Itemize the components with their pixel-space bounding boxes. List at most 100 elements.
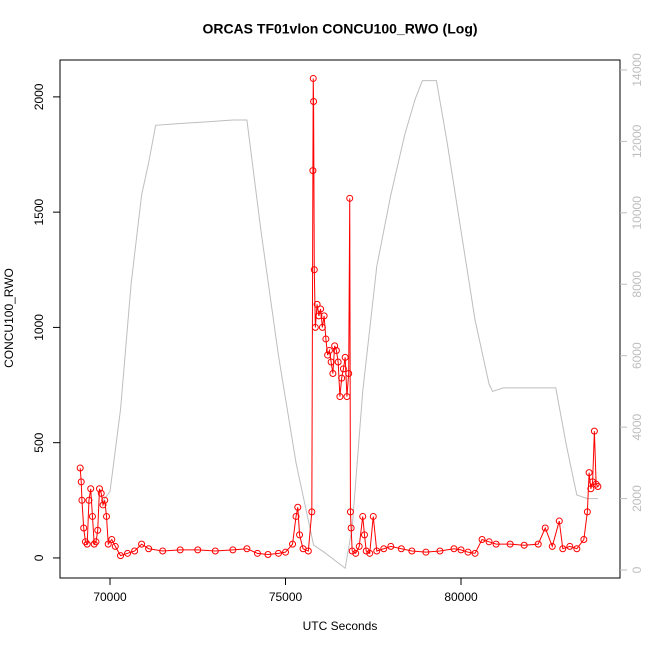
data-point: [95, 485, 103, 493]
data-point: [585, 469, 593, 477]
data-point: [573, 545, 581, 553]
data-point: [315, 312, 323, 320]
data-point: [99, 501, 107, 509]
chart-title: ORCAS TF01vlon CONCU100_RWO (Log): [202, 21, 477, 37]
data-point: [329, 370, 337, 378]
data-point: [327, 358, 335, 366]
data-point: [103, 512, 111, 520]
plot-frame: [59, 59, 621, 579]
data-point: [583, 508, 591, 516]
data-point: [253, 549, 261, 557]
data-point: [589, 478, 597, 486]
data-point: [211, 547, 219, 555]
data-point: [117, 552, 125, 560]
data-point: [346, 508, 354, 516]
data-point: [352, 549, 360, 557]
y2-tick-label: 2000: [630, 485, 644, 512]
data-point: [366, 549, 374, 557]
data-point: [108, 536, 116, 544]
data-point: [541, 524, 549, 532]
data-point: [176, 546, 184, 554]
data-point: [318, 323, 326, 331]
data-point: [369, 512, 377, 520]
data-point: [304, 547, 312, 555]
data-point: [229, 546, 237, 554]
y2-tick-label: 6000: [630, 342, 644, 369]
data-point: [313, 300, 321, 308]
data-point: [334, 358, 342, 366]
data-point: [594, 482, 602, 490]
data-point: [422, 548, 430, 556]
data-point: [348, 547, 356, 555]
y-tick-label: 500: [32, 432, 46, 452]
data-point: [332, 346, 340, 354]
data-point: [325, 346, 333, 354]
data-point: [347, 524, 355, 532]
data-point: [492, 540, 500, 548]
x-axis-label: UTC Seconds: [303, 619, 378, 633]
data-point: [485, 538, 493, 546]
data-point: [310, 97, 318, 105]
data-point: [345, 370, 353, 378]
data-point: [559, 545, 567, 553]
y2-tick-label: 4000: [630, 413, 644, 440]
data-point: [331, 342, 339, 350]
data-point: [471, 549, 479, 557]
data-point: [78, 496, 86, 504]
data-point: [397, 545, 405, 553]
data-point: [145, 545, 153, 553]
y-tick-label: 1500: [32, 198, 46, 225]
data-point: [309, 74, 317, 82]
data-point: [380, 545, 388, 553]
y2-tick-label: 10000: [630, 196, 644, 230]
y2-tick-label: 12000: [630, 124, 644, 158]
y2-tick-label: 8000: [630, 271, 644, 298]
y2-tick-label: 14000: [630, 53, 644, 87]
data-point: [520, 541, 528, 549]
data-point: [478, 536, 486, 544]
y-axis-label: CONCU100_RWO: [2, 268, 16, 368]
data-point: [88, 512, 96, 520]
data-point: [83, 540, 91, 548]
data-point: [408, 547, 416, 555]
data-point: [131, 547, 139, 555]
data-point: [308, 508, 316, 516]
data-point: [111, 542, 119, 550]
data-point: [274, 549, 282, 557]
data-point: [457, 546, 465, 554]
data-point: [359, 512, 367, 520]
data-point: [506, 540, 514, 548]
data-point: [264, 550, 272, 558]
data-point: [450, 545, 458, 553]
data-point: [436, 547, 444, 555]
data-point: [92, 538, 100, 546]
data-point: [373, 547, 381, 555]
data-point: [360, 531, 368, 539]
data-point: [464, 548, 472, 556]
data-point: [310, 266, 318, 274]
data-point: [336, 393, 344, 401]
data-point: [343, 393, 351, 401]
y-tick-label: 0: [32, 554, 46, 561]
data-point: [292, 512, 300, 520]
data-point: [309, 167, 317, 175]
data-point: [97, 489, 105, 497]
x-tick-label: 80000: [444, 590, 478, 604]
data-point: [346, 194, 354, 202]
data-point: [101, 496, 109, 504]
data-point: [339, 365, 347, 373]
data-point: [94, 526, 102, 534]
data-point: [85, 496, 93, 504]
data-point: [76, 464, 84, 472]
data-point: [282, 548, 290, 556]
data-point: [294, 503, 302, 511]
data-point: [590, 427, 598, 435]
data-point: [534, 540, 542, 548]
data-point: [243, 545, 251, 553]
data-point: [341, 353, 349, 361]
data-point: [555, 517, 563, 525]
data-point: [289, 540, 297, 548]
y-tick-label: 1000: [32, 314, 46, 341]
